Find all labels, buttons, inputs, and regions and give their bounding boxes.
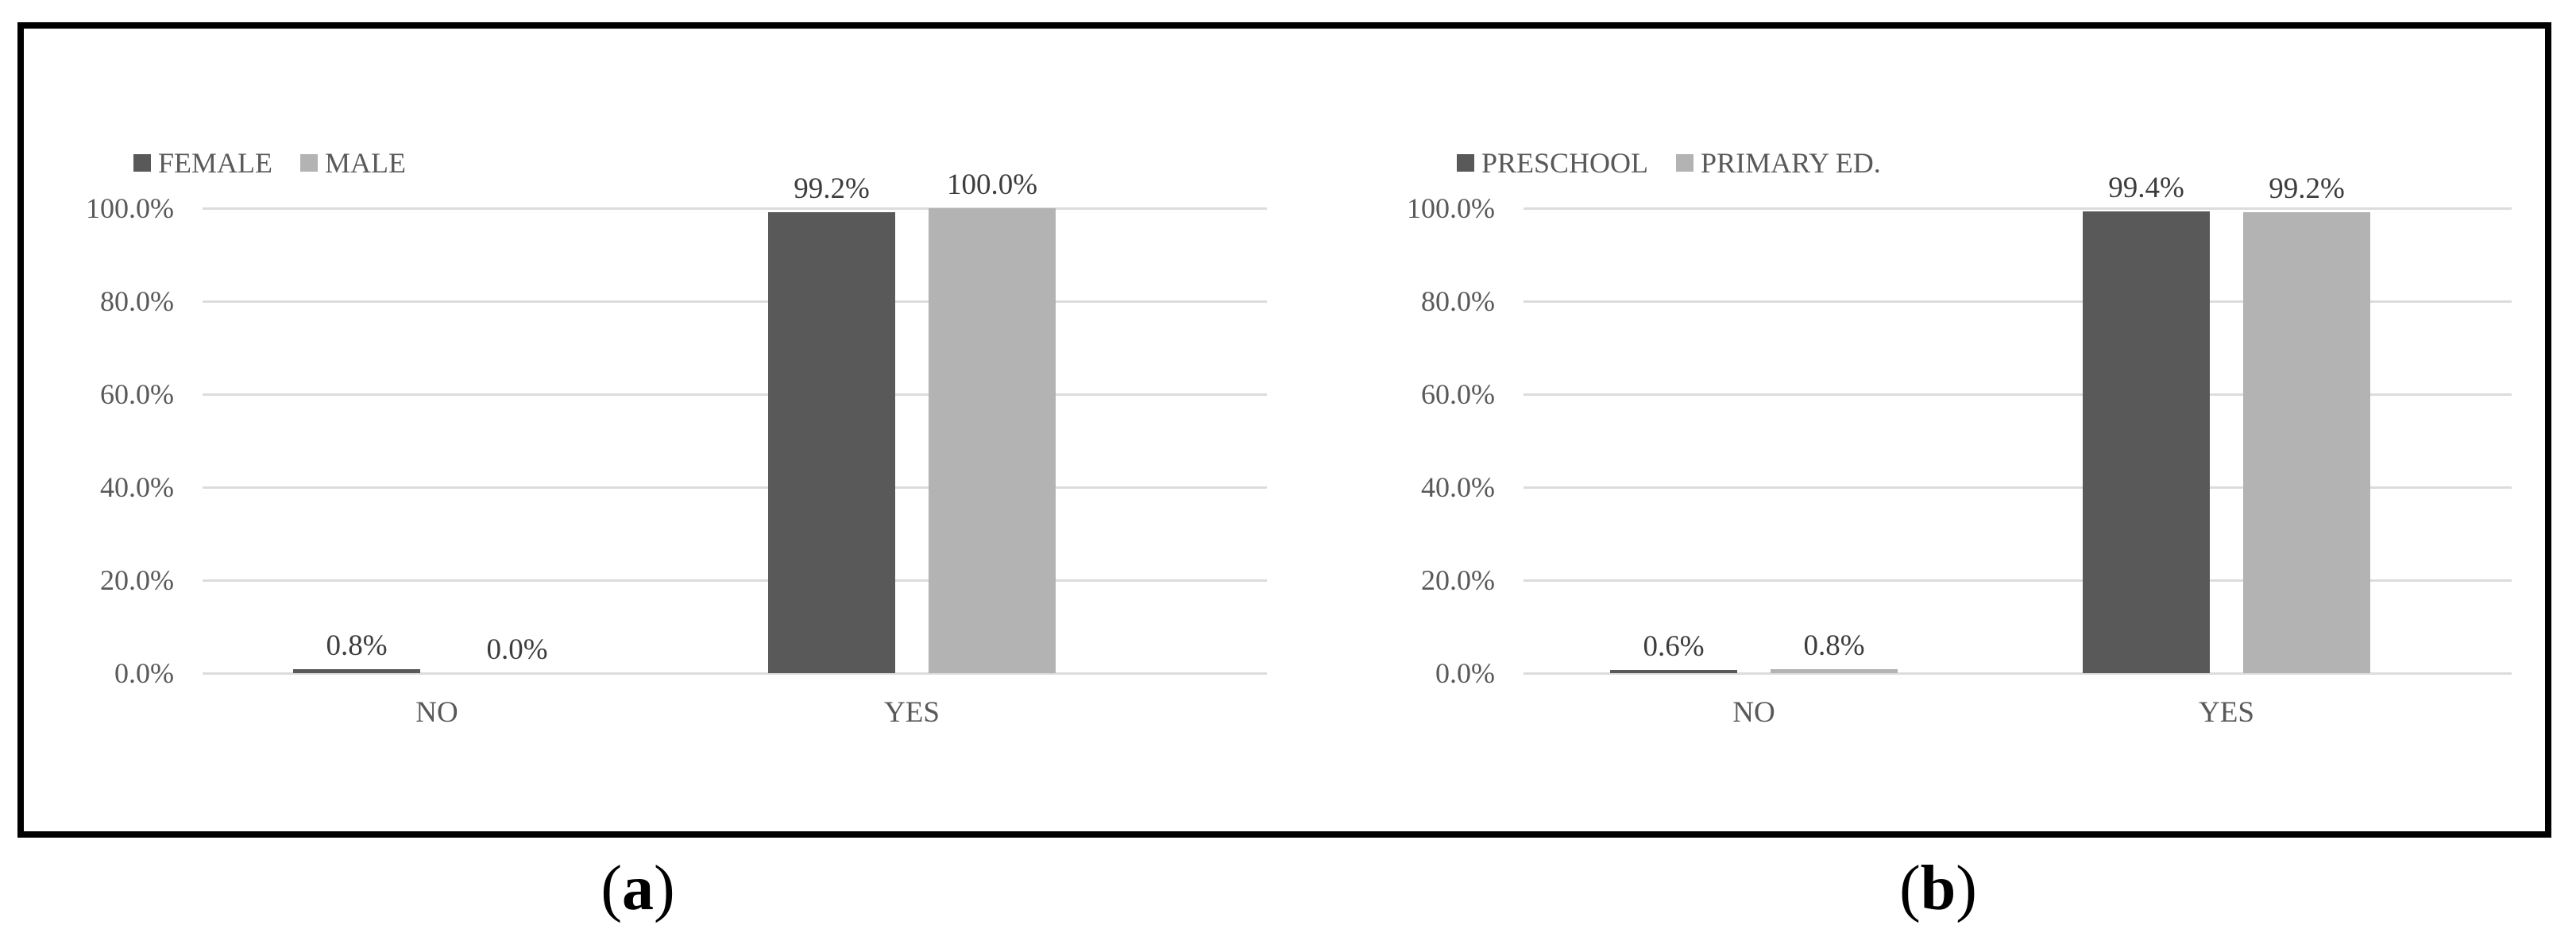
gridline-20.0 [1524,579,2512,582]
y-tick-label: 60.0% [1421,378,1495,410]
y-tick-label: 100.0% [86,192,174,224]
legend-swatch-male [300,154,318,172]
gridline-60.0 [1524,393,2512,396]
bar-value-label-female-no: 0.8% [326,629,388,662]
caption-open-paren: ( [1899,854,1921,923]
legend-item-male: MALE [300,146,406,180]
bar-value-label-male-no: 0.0% [486,633,548,666]
panel-caption-b: (b) [1843,849,2033,928]
bar-primary-ed-yes [2243,212,2370,673]
legend-label: PRIMARY ED. [1701,147,1881,179]
category-label-yes: YES [884,696,940,729]
y-tick-label: 80.0% [100,285,174,317]
legend-swatch-preschool [1457,154,1474,172]
gridline-0.0 [203,672,1267,675]
y-tick-label: 0.0% [114,657,174,689]
gridline-0.0 [1524,672,2512,675]
chart-panel-a: FEMALE MALE 0.0% 20.0% 40.0% 60.0% 80.0% 100.0%… [24,29,1287,831]
legend: PRESCHOOL PRIMARY ED. [1457,146,1881,180]
figure-frame: FEMALE MALE 0.0% 20.0% 40.0% 60.0% 80.0% 100.0%… [17,22,2551,838]
caption-letter: b [1920,854,1956,923]
caption-close-paren: ) [1956,854,1977,923]
category-label-no: NO [415,696,458,729]
gridline-40.0 [1524,486,2512,489]
bar-value-label-primary-ed-yes: 99.2% [2269,172,2345,205]
gridline-60.0 [203,393,1267,396]
gridline-20.0 [203,579,1267,582]
bar-preschool-no [1610,670,1737,673]
gridline-40.0 [203,486,1267,489]
bar-preschool-yes [2083,211,2210,673]
legend-swatch-primary-ed [1676,154,1694,172]
gridline-80.0 [1524,300,2512,303]
y-tick-label: 20.0% [100,564,174,596]
legend-label: MALE [325,147,406,179]
legend-item-primary-ed: PRIMARY ED. [1676,146,1881,180]
bar-value-label-preschool-yes: 99.4% [2108,172,2184,204]
category-label-yes: YES [2199,696,2254,729]
y-tick-label: 40.0% [100,471,174,503]
caption-close-paren: ) [654,854,675,923]
y-tick-label: 20.0% [1421,564,1495,596]
bar-female-no [293,669,420,673]
gridline-100.0 [203,207,1267,210]
gridline-80.0 [203,300,1267,303]
y-tick-label: 40.0% [1421,471,1495,503]
y-tick-label: 60.0% [100,378,174,410]
bar-value-label-primary-ed-no: 0.8% [1803,629,1865,662]
bar-value-label-female-yes: 99.2% [794,172,870,205]
legend-item-female: FEMALE [133,146,272,180]
y-tick-label: 0.0% [1435,657,1495,689]
bar-primary-ed-no [1771,669,1898,673]
caption-open-paren: ( [601,854,622,923]
bar-male-yes [929,208,1056,673]
legend: FEMALE MALE [133,146,406,180]
bar-value-label-preschool-no: 0.6% [1643,630,1705,663]
chart-panel-b: PRESCHOOL PRIMARY ED. 0.0% 20.0% 40.0% 60.0% 8… [1287,29,2545,831]
category-label-no: NO [1732,696,1775,729]
legend-label: FEMALE [158,147,272,179]
gridline-100.0 [1524,207,2512,210]
y-tick-label: 100.0% [1407,192,1495,224]
legend-label: PRESCHOOL [1481,147,1649,179]
panel-caption-a: (a) [543,849,733,928]
bar-female-yes [768,212,895,673]
legend-item-preschool: PRESCHOOL [1457,146,1648,180]
bar-value-label-male-yes: 100.0% [946,168,1038,201]
y-tick-label: 80.0% [1421,285,1495,317]
caption-letter: a [622,854,654,923]
legend-swatch-female [133,154,151,172]
